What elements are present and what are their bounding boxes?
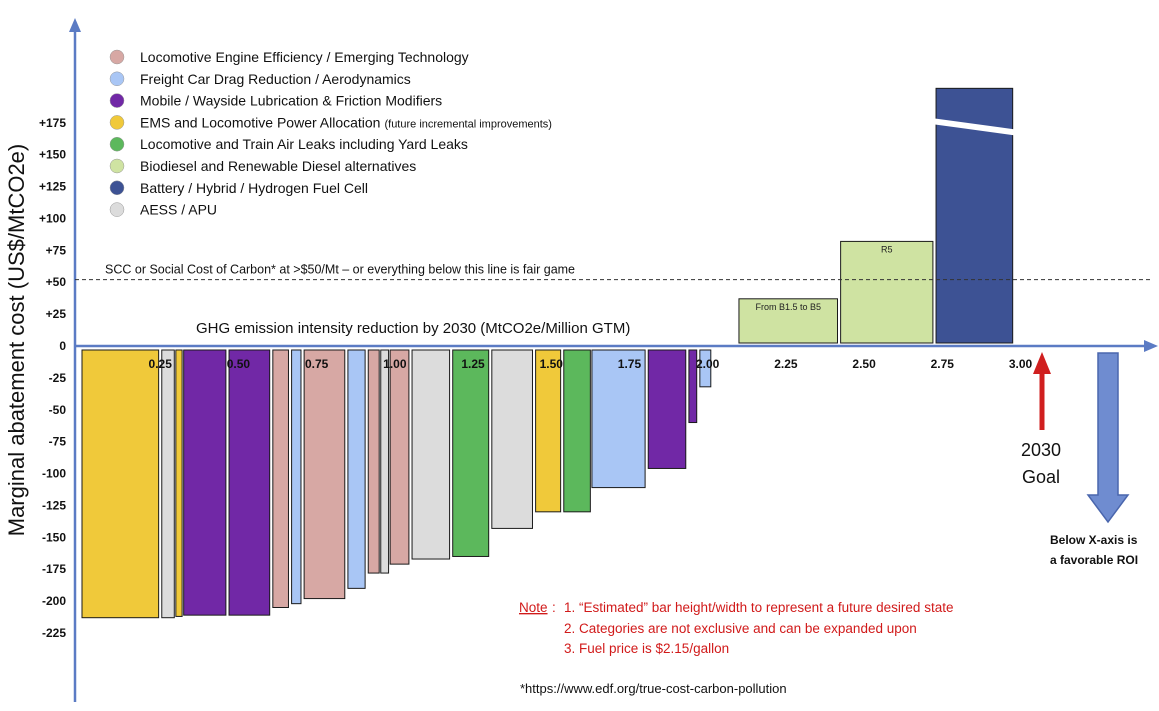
y-tick-label: +175: [39, 116, 66, 130]
legend-label-batt: Battery / Hybrid / Hydrogen Fuel Cell: [140, 180, 368, 196]
x-tick-label: 3.00: [1009, 357, 1033, 371]
bar-eff-11: [389, 349, 410, 565]
x-axis-label: GHG emission intensity reduction by 2030…: [196, 320, 630, 337]
bar-label-21: From B1.5 to B5: [755, 302, 821, 312]
bar-air-13: [452, 349, 490, 557]
legend-swatch-eff: [109, 49, 125, 65]
legend-swatch-air: [109, 136, 125, 152]
y-tick-label: -75: [49, 435, 67, 449]
note-2: 2. Categories are not exclusive and can …: [564, 621, 917, 636]
notes-block: Note : 1. “Estimated” bar height/width t…: [519, 600, 953, 696]
roi-label-line2: a favorable ROI: [1050, 553, 1138, 567]
goal-label-year: 2030: [1021, 440, 1061, 460]
note-heading: Note: [519, 600, 548, 615]
y-tick-label: +150: [39, 148, 66, 162]
x-tick-label: 2.25: [774, 357, 798, 371]
y-tick-label: -100: [42, 467, 66, 481]
bar-drag-17: [591, 349, 646, 489]
y-axis-label: Marginal abatement cost (US$/MtCO2e): [4, 144, 29, 537]
y-tick-label: 0: [59, 339, 66, 353]
bar-labels-group: From B1.5 to B5 R5: [755, 244, 892, 311]
legend-swatch-batt: [109, 180, 125, 196]
y-tick-label: +25: [46, 307, 67, 321]
bar-aess-12: [411, 349, 451, 560]
bar-aess-14: [491, 349, 533, 529]
y-tick-label: -175: [42, 562, 66, 576]
legend-label-air: Locomotive and Train Air Leaks including…: [140, 136, 468, 152]
legend-label-aess: AESS / APU: [140, 202, 217, 218]
note-colon: :: [552, 600, 556, 615]
bar-eff-5: [272, 349, 289, 608]
y-tick-label: -25: [49, 371, 67, 385]
y-tick-label: -225: [42, 626, 66, 640]
y-tick-label: -200: [42, 594, 66, 608]
bars-group: [81, 87, 1015, 619]
legend-label-drag: Freight Car Drag Reduction / Aerodynamic…: [140, 71, 411, 87]
x-tick-label: 0.25: [149, 357, 173, 371]
goal-annotation: 2030 Goal: [1021, 352, 1061, 487]
bar-air-16: [563, 349, 591, 513]
x-tick-label: 0.50: [227, 357, 251, 371]
y-tick-label: +50: [46, 275, 67, 289]
bar-bio-21: [738, 298, 838, 344]
bar-label-22: R5: [881, 244, 893, 254]
legend-swatch-lube: [109, 93, 125, 108]
legend-swatch-bio: [109, 158, 125, 174]
x-tick-label: 1.50: [540, 357, 564, 371]
legend-label-lube: Mobile / Wayside Lubrication & Friction …: [140, 93, 442, 109]
x-tick-label: 1.25: [461, 357, 485, 371]
bar-drag-8: [347, 349, 366, 589]
legend-label-eff: Locomotive Engine Efficiency / Emerging …: [140, 49, 469, 65]
legend-label-ems: EMS and Locomotive Power Allocation (futu…: [140, 114, 552, 130]
note-3: 3. Fuel price is $2.15/gallon: [564, 641, 729, 656]
y-tick-label: -125: [42, 498, 66, 512]
bar-eff-9: [367, 349, 380, 574]
source-footnote: *https://www.edf.org/true-cost-carbon-po…: [520, 681, 787, 696]
y-tick-label: +125: [39, 180, 66, 194]
y-tick-label: +75: [46, 243, 67, 257]
bar-lube-4: [228, 349, 271, 616]
goal-arrow-head: [1033, 352, 1051, 374]
down-arrow-icon: [1086, 352, 1130, 524]
bar-ems-15: [535, 349, 562, 513]
legend: Locomotive Engine Efficiency / Emerging …: [109, 49, 552, 218]
y-tick-labels: +175 +150 +125 +100 +75 +50 +25 0 -25 -50 -75 -100 -…: [39, 116, 66, 640]
bar-lube-3: [183, 349, 227, 616]
goal-label-word: Goal: [1022, 467, 1060, 487]
legend-swatch-aess: [109, 202, 125, 217]
x-tick-label: 1.00: [383, 357, 407, 371]
bar-bio-22: [840, 240, 934, 344]
y-tick-label: +100: [39, 211, 66, 225]
favorable-roi-annotation: Below X-axis is a favorable ROI: [1050, 352, 1138, 567]
y-tick-label: -150: [42, 530, 66, 544]
y-axis-arrow: [69, 18, 81, 32]
scc-reference-label: SCC or Social Cost of Carbon* at >$50/Mt…: [105, 263, 575, 277]
bar-aess-10: [380, 349, 390, 574]
bar-drag-20: [699, 349, 712, 388]
note-1: 1. “Estimated” bar height/width to repre…: [564, 600, 953, 615]
bar-ems-0: [81, 349, 160, 619]
bar-drag-6: [291, 349, 302, 605]
legend-swatch-drag: [109, 71, 125, 87]
bar-lube-19: [688, 349, 698, 424]
legend-swatch-ems: [109, 115, 125, 130]
x-tick-label: 2.50: [852, 357, 876, 371]
bar-ems-2: [175, 349, 183, 617]
axis-break-mark: [934, 118, 1015, 136]
x-axis-arrow: [1144, 340, 1158, 352]
bar-lube-18: [647, 349, 687, 469]
x-tick-label: 2.00: [696, 357, 720, 371]
roi-label-line1: Below X-axis is: [1050, 533, 1138, 547]
legend-label-bio: Biodiesel and Renewable Diesel alternati…: [140, 158, 416, 174]
y-tick-label: -50: [49, 403, 67, 417]
x-tick-label: 0.75: [305, 357, 329, 371]
x-tick-labels: 0.25 0.50 0.75 1.00 1.25 1.50 1.75 2.00 2.25 2.50…: [149, 357, 1033, 371]
bar-aess-1: [161, 349, 175, 619]
x-tick-label: 1.75: [618, 357, 642, 371]
bar-eff-7: [303, 349, 346, 600]
x-tick-label: 2.75: [931, 357, 955, 371]
